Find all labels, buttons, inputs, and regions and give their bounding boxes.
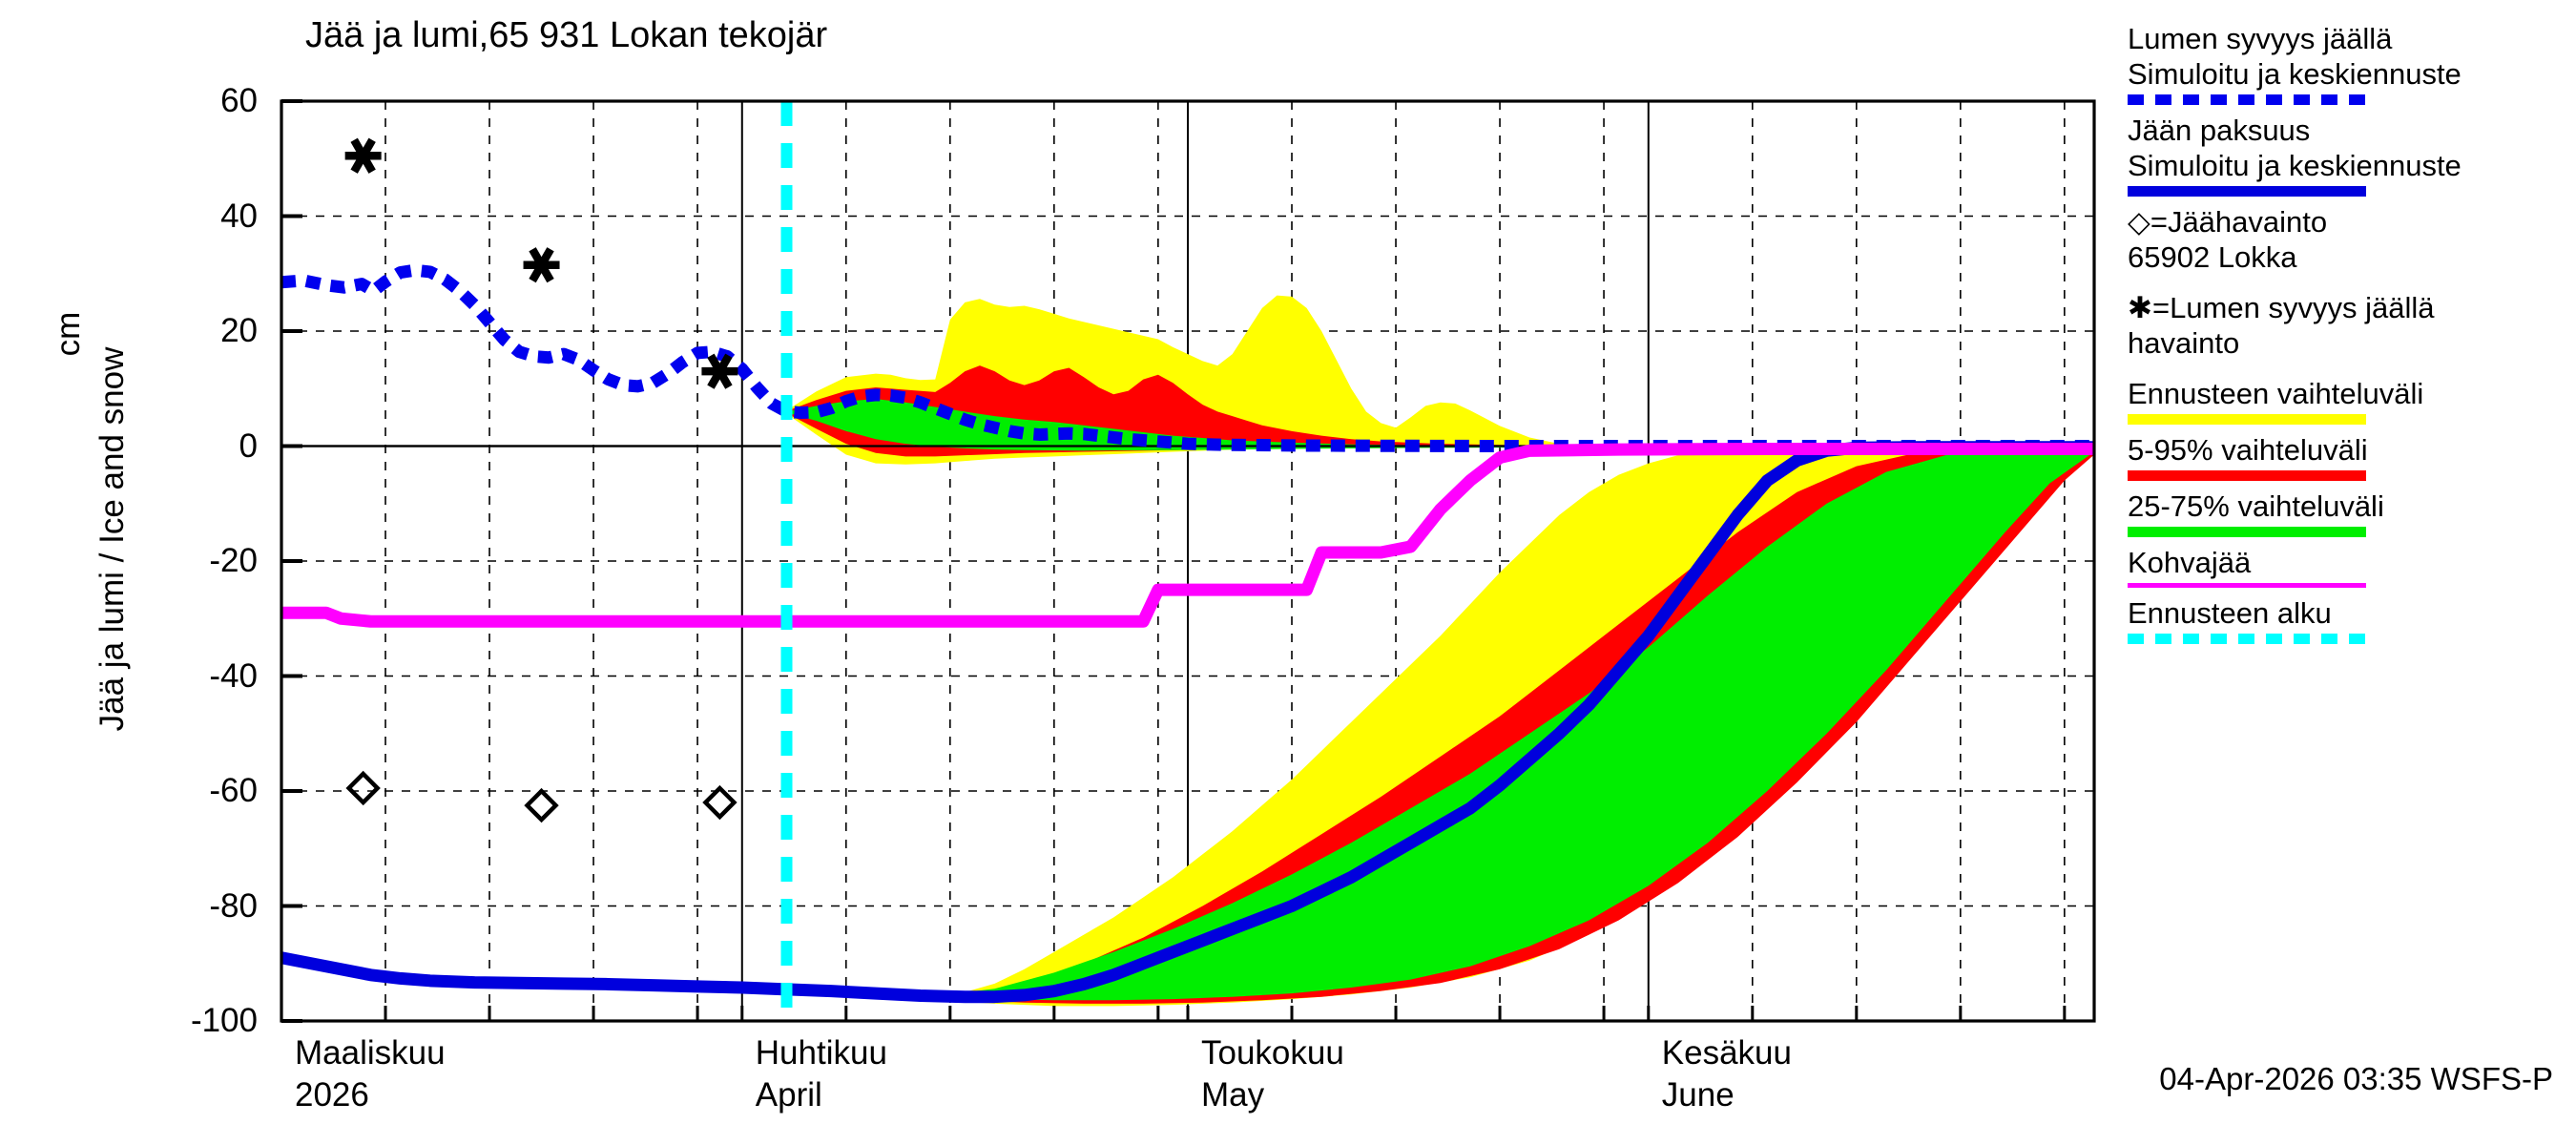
legend-entry-snow-depth-sim: Lumen syvyys jäällä Simuloitu ja keskienn… xyxy=(2128,21,2566,105)
x-tick-month-fi: Toukokuu xyxy=(1201,1034,1344,1072)
legend-label: Lumen syvyys jäällä xyxy=(2128,22,2393,55)
x-tick-month-fi: Kesäkuu xyxy=(1661,1034,1792,1072)
legend-entry-range-5-95: 5-95% vaihteluväli xyxy=(2128,432,2566,481)
x-tick-month-fi: Huhtikuu xyxy=(755,1034,887,1072)
footer-timestamp: 04-Apr-2026 03:35 WSFS-P xyxy=(2159,1061,2553,1096)
y-tick-label: 0 xyxy=(239,427,258,465)
y-axis-tick-labels: 60 40 20 0 -20 -40 -60 -80 -100 xyxy=(67,0,258,1145)
legend-label: ✱=Lumen syvyys jäällä xyxy=(2128,291,2435,324)
page-title: Jää ja lumi,65 931 Lokan tekojär xyxy=(305,15,828,55)
x-tick-label-month: Huhtikuu April xyxy=(756,1032,887,1116)
legend-label: 5-95% vaihteluväli xyxy=(2128,433,2368,467)
series-jään-paksuus xyxy=(280,441,2094,1004)
x-tick-label-month: Toukokuu May xyxy=(1201,1032,1344,1116)
legend-label: ◇=Jäähavainto xyxy=(2128,205,2328,239)
legend-entry-ice-observation: ◇=Jäähavainto 65902 Lokka xyxy=(2128,204,2566,288)
y-tick-label: -60 xyxy=(209,772,258,809)
chart-legend: Lumen syvyys jäällä Simuloitu ja keskienn… xyxy=(2128,21,2566,652)
legend-entry-forecast-start: Ennusteen alku xyxy=(2128,595,2566,644)
series-kohvajää xyxy=(281,443,2094,628)
x-tick-label-month: Kesäkuu June xyxy=(1662,1032,1792,1116)
legend-label: havainto xyxy=(2128,326,2240,360)
observation-marker-diamond xyxy=(345,770,381,806)
legend-label: Jään paksuus xyxy=(2128,114,2311,147)
legend-swatch-forecast-range xyxy=(2128,414,2366,425)
legend-entry-snow-observation: ✱=Lumen syvyys jäällä havainto xyxy=(2128,290,2566,374)
band-25-75-vaihteluv-li-j xyxy=(935,448,2094,1001)
observation-marker-asterisk xyxy=(344,137,382,174)
observation-marker-asterisk xyxy=(523,247,560,283)
legend-spacer xyxy=(2128,361,2566,374)
legend-label: Kohvajää xyxy=(2128,546,2252,579)
x-tick-month-en: May xyxy=(1201,1076,1265,1114)
legend-label: 25-75% vaihteluväli xyxy=(2128,489,2384,523)
observation-marker-diamond xyxy=(702,784,737,821)
x-tick-month-en: June xyxy=(1661,1076,1735,1114)
legend-spacer xyxy=(2128,275,2566,288)
legend-swatch-ice-thickness-sim xyxy=(2128,186,2366,197)
legend-entry-forecast-range: Ennusteen vaihteluväli xyxy=(2128,376,2566,425)
legend-label: Simuloitu ja keskiennuste xyxy=(2128,149,2462,182)
legend-swatch-range-5-95 xyxy=(2128,470,2366,481)
legend-entry-range-25-75: 25-75% vaihteluväli xyxy=(2128,489,2566,537)
legend-label: Ennusteen alku xyxy=(2128,596,2332,630)
y-tick-label: 40 xyxy=(220,197,258,235)
legend-swatch-range-25-75 xyxy=(2128,527,2366,537)
legend-label: Simuloitu ja keskiennuste xyxy=(2128,57,2462,91)
x-tick-label-month: Maaliskuu 2026 xyxy=(295,1032,446,1116)
y-tick-label: -20 xyxy=(209,542,258,579)
legend-swatch-kohvajaa xyxy=(2128,583,2366,588)
series-lumen-syvyys-jäällä xyxy=(280,263,2094,452)
legend-label: 65902 Lokka xyxy=(2128,240,2297,274)
observation-marker-asterisk xyxy=(701,353,738,389)
legend-entry-kohvajaa: Kohvajää xyxy=(2128,545,2566,588)
x-tick-month-fi: Maaliskuu xyxy=(295,1034,446,1072)
observation-marker-diamond xyxy=(524,787,559,823)
legend-entry-ice-thickness-sim: Jään paksuus Simuloitu ja keskiennuste xyxy=(2128,113,2566,197)
x-tick-month-en: 2026 xyxy=(295,1076,369,1114)
y-tick-label: 60 xyxy=(220,82,258,119)
y-tick-label: -80 xyxy=(209,886,258,925)
x-tick-month-en: April xyxy=(755,1076,822,1114)
y-tick-label: 20 xyxy=(220,312,258,349)
y-tick-label: -100 xyxy=(190,1002,258,1039)
legend-label: Ennusteen vaihteluväli xyxy=(2128,377,2424,410)
legend-swatch-snow-depth-sim xyxy=(2128,94,2366,105)
y-tick-label: -40 xyxy=(209,656,258,695)
legend-swatch-forecast-start xyxy=(2128,634,2366,644)
